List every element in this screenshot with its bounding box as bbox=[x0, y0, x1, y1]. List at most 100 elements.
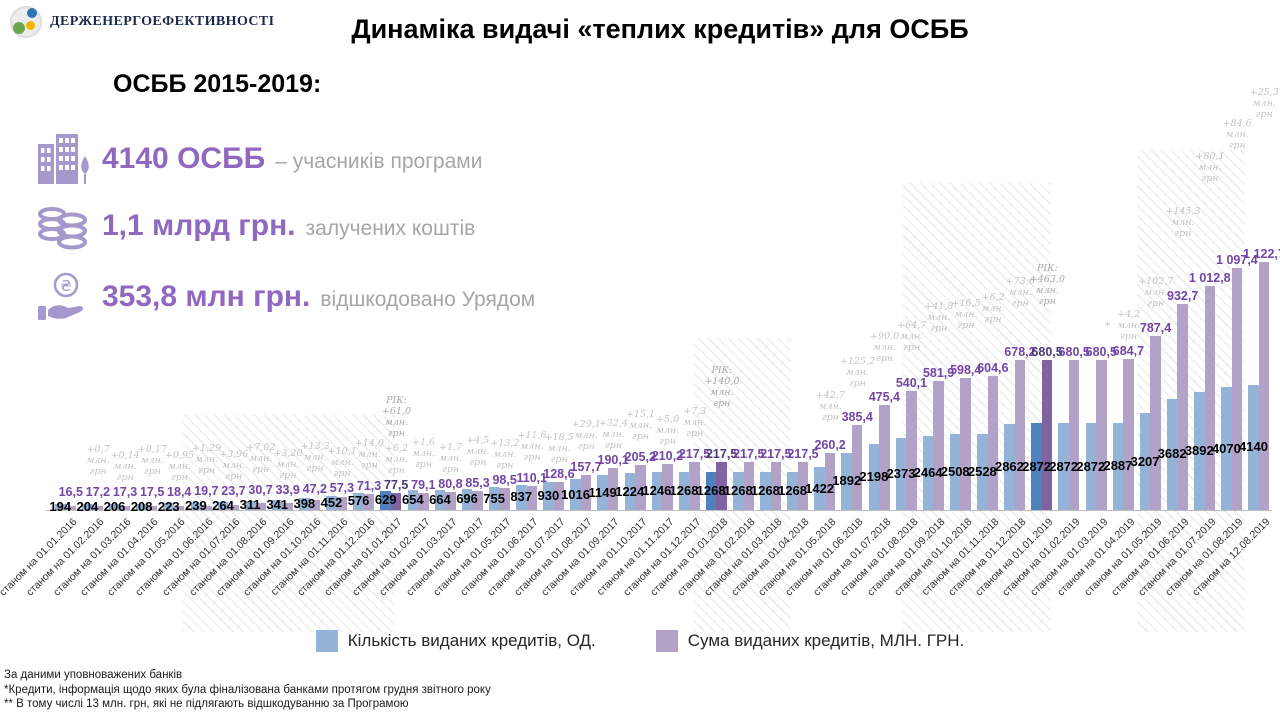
sum-bar bbox=[635, 464, 646, 510]
sum-bar bbox=[960, 377, 971, 510]
count-bar bbox=[1194, 392, 1205, 510]
sum-label: 1 122,7 bbox=[1243, 247, 1280, 261]
footnotes: За даними уповноважених банків *Кредити,… bbox=[4, 668, 491, 712]
delta-annotation: +14,0 млн. грн bbox=[354, 438, 384, 472]
sum-label: 71,3 bbox=[356, 479, 382, 494]
delta-annotation: +15,1 млн. грн bbox=[625, 408, 656, 442]
delta-annotation: +0,7 млн. грн bbox=[86, 443, 110, 477]
count-bar bbox=[678, 471, 690, 510]
count-series-swatch bbox=[315, 630, 338, 652]
sum-bar bbox=[309, 499, 321, 510]
sum-bar bbox=[933, 381, 944, 510]
sum-bar bbox=[607, 468, 619, 510]
coins-icon bbox=[24, 200, 102, 252]
count-label: 1268 bbox=[778, 482, 807, 498]
delta-annotation: +84,6 млн. грн bbox=[1222, 117, 1252, 151]
count-label: 654 bbox=[401, 492, 424, 508]
delta-annotation: +145,3 млн. грн bbox=[1165, 205, 1201, 239]
count-label: 223 bbox=[157, 498, 180, 514]
sum-bar bbox=[689, 461, 700, 510]
delta-annotation: +1,6 млн. грн bbox=[411, 436, 436, 470]
sum-bar bbox=[65, 506, 76, 510]
count-series-label: Кількість виданих кредитів, ОД. bbox=[347, 631, 596, 650]
count-label: 341 bbox=[266, 496, 289, 512]
sum-label: 217,5 bbox=[760, 446, 792, 461]
count-label: 2373 bbox=[886, 466, 916, 482]
count-label: 696 bbox=[456, 491, 478, 507]
year-highlight-band bbox=[183, 415, 395, 632]
sum-label: 128,6 bbox=[543, 466, 575, 481]
sum-label: 17,5 bbox=[139, 484, 165, 499]
count-bar bbox=[353, 492, 364, 510]
count-bar bbox=[543, 481, 554, 510]
delta-annotation: +18,5 млн. грн bbox=[544, 431, 574, 465]
delta-annotation: +7,3 млн. грн bbox=[683, 405, 707, 439]
count-bar bbox=[787, 471, 798, 510]
sum-label: 680,5 bbox=[1058, 344, 1090, 359]
count-label: 1224 bbox=[615, 483, 645, 499]
sum-bar bbox=[418, 492, 429, 510]
sum-label: 47,2 bbox=[302, 481, 327, 496]
count-bar bbox=[1112, 422, 1124, 510]
delta-annotation: +80,1 млн. грн bbox=[1195, 151, 1225, 185]
delta-annotation: +3,20 млн. грн bbox=[273, 447, 303, 481]
sum-label: 385,4 bbox=[841, 409, 873, 424]
count-bar bbox=[1058, 423, 1069, 510]
sum-label: 932,7 bbox=[1167, 288, 1199, 303]
delta-annotation: +1,7 млн. грн bbox=[439, 442, 463, 476]
sum-bar bbox=[770, 461, 782, 510]
reimbursed-value: 353,8 млн грн. bbox=[102, 280, 311, 313]
year-total-annotation: РІК: +61,0 млн. грн bbox=[381, 394, 411, 439]
sum-label: 678,2 bbox=[1004, 345, 1036, 360]
sum-bar bbox=[445, 492, 456, 510]
sum-bar bbox=[662, 463, 673, 510]
count-label: 2872 bbox=[1022, 458, 1052, 474]
sum-label: 540,1 bbox=[895, 375, 928, 390]
count-label: 1016 bbox=[561, 486, 590, 502]
count-bar bbox=[163, 503, 174, 510]
x-axis-line bbox=[46, 510, 1272, 511]
count-label: 930 bbox=[537, 487, 560, 503]
sum-bar bbox=[1014, 360, 1026, 510]
sum-bar bbox=[1096, 359, 1107, 510]
count-bar bbox=[1004, 423, 1015, 510]
sum-bar bbox=[92, 506, 104, 510]
building-icon bbox=[24, 130, 102, 188]
sum-label: 18,4 bbox=[167, 484, 192, 499]
delta-annotation: +1,29 млн. грн bbox=[192, 443, 222, 477]
sum-label: 77,5 bbox=[384, 477, 409, 492]
delta-annotation: +13,3 млн. грн bbox=[300, 440, 330, 474]
sum-label: 85,3 bbox=[465, 476, 490, 491]
count-label: 629 bbox=[374, 492, 397, 508]
sum-bar bbox=[472, 491, 483, 510]
count-label: 311 bbox=[239, 497, 261, 513]
participants-label: – учасників програми bbox=[275, 150, 483, 173]
sum-bar bbox=[526, 485, 538, 510]
count-bar bbox=[299, 497, 310, 510]
sum-label: 598,4 bbox=[950, 362, 982, 377]
sum-label: 217,5 bbox=[705, 446, 738, 461]
delta-annotation: +3,96 млн. грн bbox=[219, 449, 249, 482]
sum-label: 17,2 bbox=[85, 484, 111, 499]
sum-label: 217,5 bbox=[787, 446, 819, 461]
count-bar bbox=[733, 471, 744, 510]
count-label: 264 bbox=[212, 498, 234, 513]
sum-bar bbox=[824, 452, 836, 510]
count-label: 3207 bbox=[1130, 453, 1160, 469]
count-bar bbox=[82, 503, 93, 510]
count-bar bbox=[922, 435, 934, 510]
sum-label: 581,9 bbox=[922, 366, 955, 381]
sum-bar bbox=[1177, 303, 1188, 510]
year-total-annotation: РІК: +463,0 млн. грн bbox=[1029, 262, 1065, 307]
count-label: 837 bbox=[510, 489, 533, 505]
sum-label: 1 012,8 bbox=[1188, 271, 1231, 286]
delta-annotation: +4,5 млн. грн bbox=[466, 435, 490, 469]
delta-annotation: +90,0 млн. грн bbox=[870, 330, 900, 364]
sum-label: 157,7 bbox=[570, 460, 602, 475]
count-bar bbox=[570, 479, 581, 510]
sum-bar bbox=[255, 503, 266, 510]
reimbursed-label: відшкодовано Урядом bbox=[320, 288, 536, 311]
delta-annotation: +29,1 млн. грн bbox=[571, 419, 601, 453]
sum-bar bbox=[1150, 336, 1161, 510]
